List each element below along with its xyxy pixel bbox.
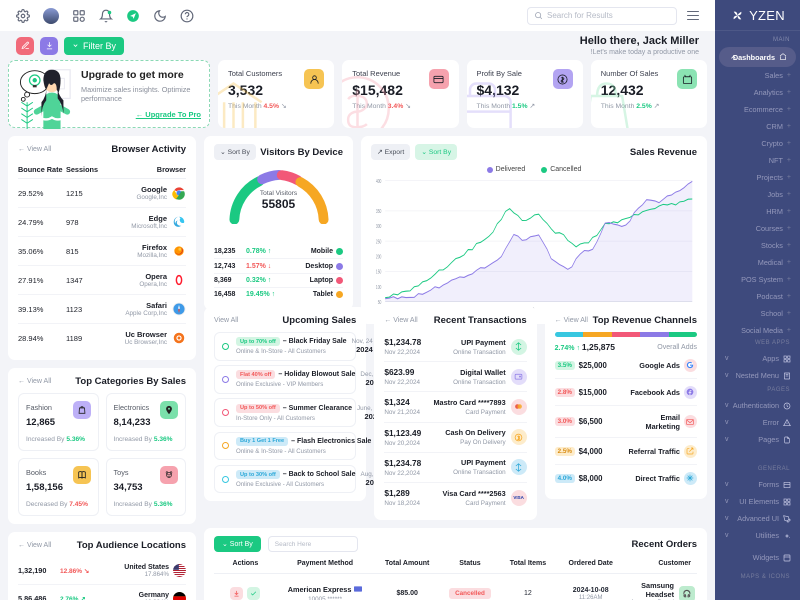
svg-text:350: 350	[376, 208, 382, 214]
svg-text:300: 300	[376, 223, 382, 229]
svg-text:250: 250	[376, 239, 382, 245]
svg-text:200: 200	[376, 254, 382, 260]
svg-text:150: 150	[376, 269, 382, 275]
svg-text:100: 100	[376, 284, 382, 290]
svg-text:50: 50	[378, 299, 382, 305]
svg-text:400: 400	[376, 178, 382, 184]
